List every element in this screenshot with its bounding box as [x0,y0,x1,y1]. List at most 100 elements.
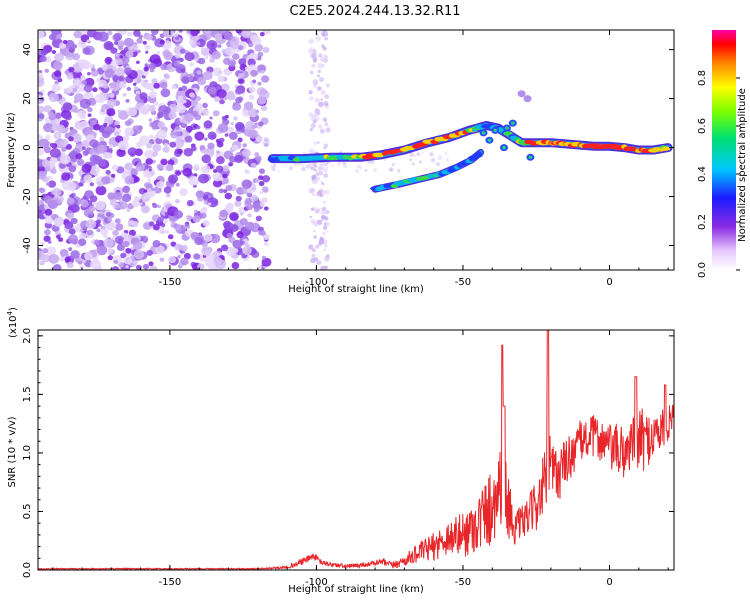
noise-blob [430,158,436,163]
noise-blob [324,265,328,270]
noise-blob [202,194,209,200]
noise-blob [182,76,190,84]
noise-blob [117,109,122,114]
noise-blob [259,32,265,37]
noise-blob [96,219,101,224]
noise-blob [118,81,127,89]
noise-blob [40,89,45,93]
noise-blob [94,93,106,104]
noise-blob [140,105,147,110]
noise-blob [114,120,120,126]
noise-blob [318,53,323,58]
noise-blob [145,169,149,173]
noise-blob [277,170,280,173]
noise-blob [195,190,205,199]
noise-blob [113,260,118,264]
noise-blob [69,186,76,192]
noise-blob [190,30,199,37]
noise-blob [241,179,252,189]
noise-blob [62,39,68,45]
noise-blob [90,259,102,270]
noise-blob [118,45,124,51]
noise-blob [261,257,272,267]
noise-blob [126,106,137,117]
noise-blob [311,63,316,68]
noise-blob [119,30,123,33]
noise-blob [149,54,161,65]
noise-blob [315,36,321,42]
noise-blob [43,235,51,242]
noise-blob [53,61,63,71]
noise-blob [321,63,325,68]
noise-blob [325,190,330,195]
noise-blob [39,260,45,266]
noise-blob [316,219,323,225]
noise-blob [195,96,201,101]
noise-blob [259,190,264,195]
noise-blob [68,228,76,235]
noise-blob [246,192,253,198]
noise-blob [143,222,151,230]
noise-blob [313,206,317,210]
noise-blob [309,70,314,75]
noise-blob [315,176,321,182]
noise-blob [174,243,183,251]
track-blob [517,90,526,98]
noise-blob [258,64,266,71]
noise-blob [202,109,210,116]
noise-blob [364,169,368,172]
noise-blob [310,123,316,129]
track-blob [523,95,532,103]
noise-blob [242,143,247,148]
noise-blob [98,159,107,167]
noise-blob [309,96,314,101]
noise-blob [78,182,84,187]
noise-blob [149,121,156,128]
noise-blob [152,224,160,231]
track-blob [661,146,671,151]
noise-blob [61,172,71,181]
noise-blob [389,168,392,172]
noise-blob [313,113,318,118]
noise-blob [93,239,101,246]
noise-blob [159,39,165,45]
noise-blob [370,160,375,164]
noise-blob [199,144,206,151]
noise-blob [215,165,224,173]
noise-blob [116,124,121,129]
noise-blob [204,137,208,141]
noise-blob [311,247,315,250]
noise-blob [38,94,42,99]
noise-blob [176,88,187,98]
noise-blob [115,204,121,210]
noise-blob [202,71,213,81]
noise-blob [343,163,348,168]
noise-blob [109,82,120,92]
noise-blob [168,174,179,184]
colorbar-tick-label: 0.2 [697,214,708,230]
noise-blob [437,155,443,161]
noise-blob [72,53,80,61]
noise-blob [178,30,183,33]
noise-blob [254,43,264,52]
x-tick-label: -100 [305,577,328,588]
noise-blob [230,122,235,126]
noise-blob [220,244,229,252]
noise-blob [144,206,149,211]
noise-blob [97,31,109,42]
noise-blob [207,202,212,206]
noise-blob [151,30,159,35]
noise-blob [217,44,222,48]
noise-blob [152,203,158,209]
noise-blob [140,81,148,88]
noise-blob [75,135,80,140]
noise-blob [163,186,172,194]
spectrogram-frame [37,29,675,271]
noise-blob [79,98,91,109]
noise-blob [235,97,243,104]
noise-blob [160,88,171,98]
noise-blob [62,102,73,111]
noise-blob [156,181,165,189]
spectrogram-panel: -150 -100 -50 0 -40 -20 0 20 40 Height of strai… [6,29,675,295]
noise-blob [189,92,195,98]
